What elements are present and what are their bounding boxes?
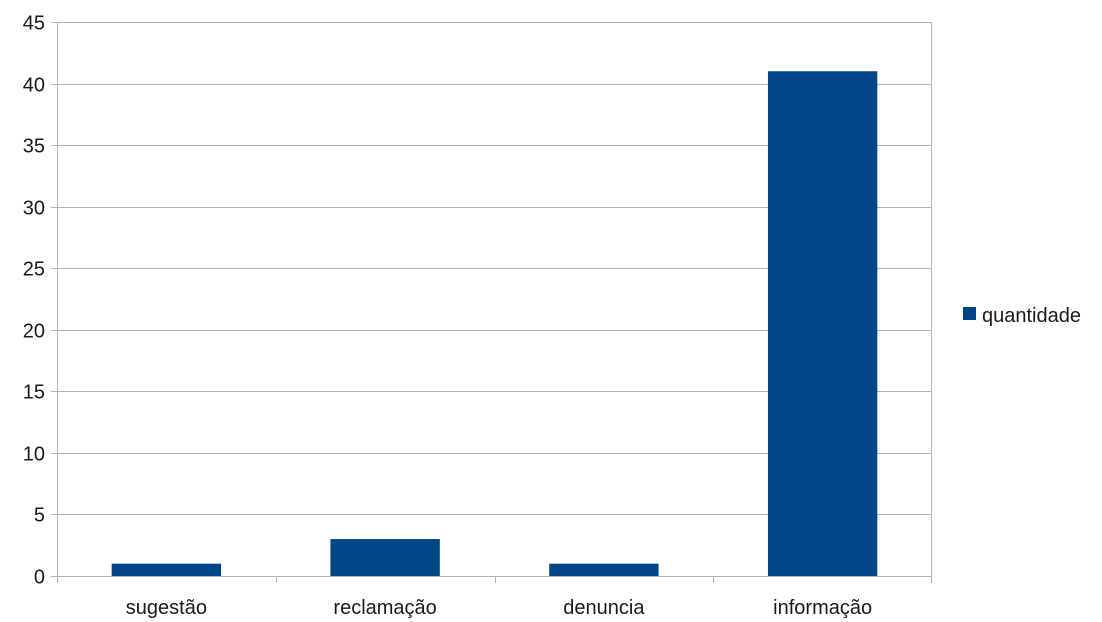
y-tick-label: 15 [23,382,45,404]
y-tick-label: 30 [23,198,45,220]
legend-swatch [963,307,976,320]
x-tick-label: reclamação [333,597,436,619]
axes [51,22,932,583]
y-tick-label: 45 [23,13,45,35]
y-tick-label: 5 [34,505,45,527]
x-tick-label: sugestão [126,597,207,619]
y-tick-label: 25 [23,259,45,281]
gridlines [57,22,932,515]
bar [330,539,440,576]
y-tick-label: 40 [23,75,45,97]
legend: quantidade [963,305,1081,327]
bars [111,71,878,576]
y-tick-label: 35 [23,136,45,158]
y-tick-label: 0 [34,567,45,589]
y-tick-labels: 0 5 10 15 20 25 30 35 40 45 [23,13,45,589]
x-tick-labels: sugestão reclamação denuncia informação [126,597,872,619]
legend-label: quantidade [982,305,1081,327]
x-tick-label: denuncia [563,597,645,619]
bar [767,71,878,576]
x-tick-label: informação [773,597,872,619]
bar [111,563,222,576]
y-tick-label: 10 [23,444,45,466]
y-tick-label: 20 [23,321,45,343]
bar [549,563,659,576]
